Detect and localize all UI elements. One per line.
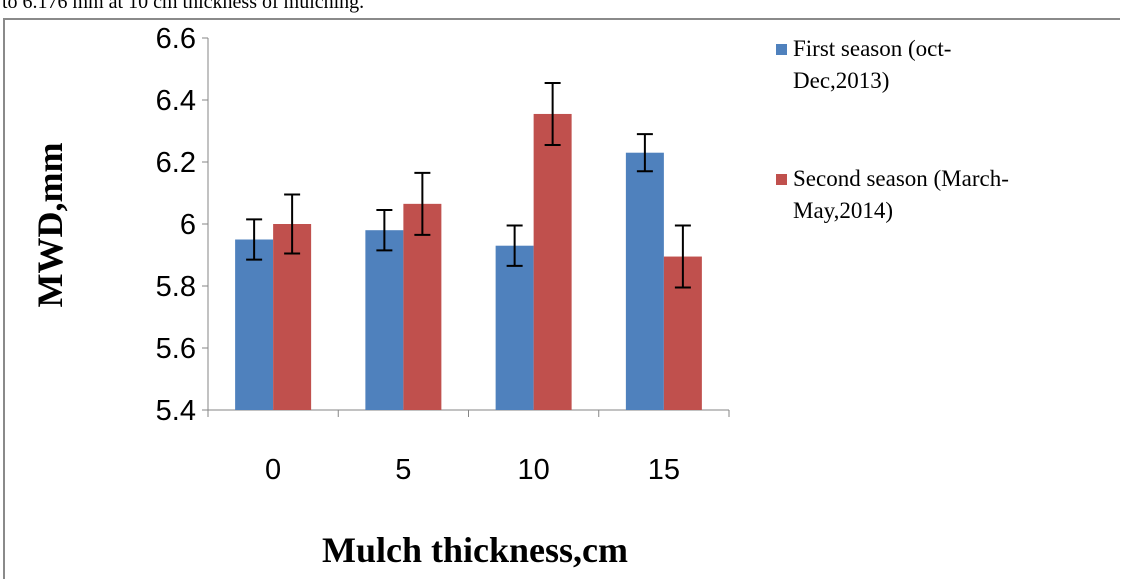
bar-series-1-10 xyxy=(495,245,534,410)
bars xyxy=(235,113,702,410)
y-tick-label: 5.6 xyxy=(156,333,196,365)
x-tick-label: 5 xyxy=(395,454,411,486)
y-tick-label: 6.4 xyxy=(156,85,196,117)
y-tick-label: 5.8 xyxy=(156,271,196,303)
chart-frame xyxy=(3,18,1120,579)
legend-label-series-2: Second season (March- xyxy=(793,166,1009,191)
legend-label-series-1: Dec,2013) xyxy=(793,68,889,93)
bar-series-2-5 xyxy=(403,203,442,410)
y-tick-label: 5.4 xyxy=(156,395,196,427)
y-axis-title: MWD,mm xyxy=(30,143,70,308)
bar-series-2-10 xyxy=(533,113,572,410)
x-tick-label: 0 xyxy=(265,454,281,486)
legend: First season (oct- Dec,2013) Second season… xyxy=(776,36,1009,223)
y-tick-label: 6 xyxy=(180,209,196,241)
error-bars xyxy=(246,81,691,289)
y-tick-label: 6.2 xyxy=(156,147,196,179)
x-tick-label: 15 xyxy=(648,454,680,486)
x-axis: 0 5 10 15 xyxy=(207,409,730,486)
legend-label-series-1: First season (oct- xyxy=(793,36,951,61)
legend-swatch-series-1 xyxy=(776,44,787,55)
legend-swatch-series-2 xyxy=(776,174,787,185)
x-axis-title: Mulch thickness,cm xyxy=(322,530,628,570)
caption-text: to 6.176 mm at 10 cm thickness of mulchi… xyxy=(2,0,365,13)
x-tick-label: 10 xyxy=(517,454,549,486)
y-axis: 5.4 5.6 5.8 6 6.2 6.4 6.6 xyxy=(156,23,209,427)
legend-label-series-2: May,2014) xyxy=(793,198,893,223)
bar-series-1-5 xyxy=(365,230,404,410)
caption-strip: to 6.176 mm at 10 cm thickness of mulchi… xyxy=(0,0,1122,22)
bar-series-1-15 xyxy=(625,152,664,410)
y-tick-label: 6.6 xyxy=(156,23,196,55)
bar-series-2-0 xyxy=(273,224,312,410)
bar-series-1-0 xyxy=(235,239,274,410)
